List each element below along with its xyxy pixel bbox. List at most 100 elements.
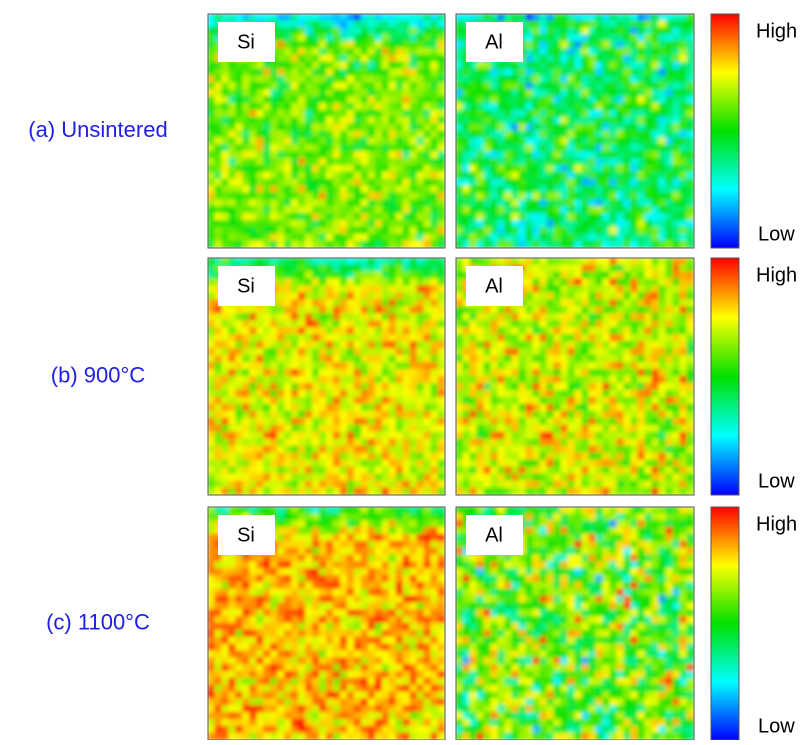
map-cell [554, 110, 562, 118]
map-cell [403, 507, 411, 515]
map-cell [228, 131, 236, 139]
map-cell [424, 418, 432, 426]
map-cell [347, 320, 355, 328]
map-cell [249, 481, 257, 489]
map-cell [575, 103, 583, 111]
map-cell [512, 355, 520, 363]
map-cell [631, 144, 639, 152]
map-cell [417, 299, 425, 307]
map-cell [477, 151, 485, 159]
map-cell [645, 376, 653, 384]
map-cell [512, 439, 520, 447]
map-cell [375, 446, 383, 454]
map-cell [249, 313, 257, 321]
map-cell [382, 206, 390, 214]
map-cell [463, 179, 471, 187]
map-cell [208, 117, 216, 125]
map-cell [277, 158, 285, 166]
map-cell [396, 69, 404, 77]
map-cell [333, 89, 341, 97]
map-cell [638, 313, 646, 321]
map-cell [547, 460, 555, 468]
map-cell [242, 89, 250, 97]
map-cell [375, 292, 383, 300]
map-cell [354, 258, 362, 266]
map-cell [312, 306, 320, 314]
map-cell [284, 144, 292, 152]
map-cell [666, 299, 674, 307]
map-cell [256, 334, 264, 342]
map-cell [319, 432, 327, 440]
map-cell [438, 527, 446, 535]
map-cell [438, 151, 446, 159]
map-cell [277, 258, 285, 266]
map-cell [659, 206, 667, 214]
map-cell [498, 144, 506, 152]
map-cell [277, 206, 285, 214]
map-cell [484, 481, 492, 489]
map-cell [410, 48, 418, 56]
map-cell [533, 383, 541, 391]
map-cell [582, 124, 590, 132]
map-cell [610, 20, 618, 28]
row-label: (a) Unsintered [28, 117, 167, 142]
map-cell [305, 507, 313, 515]
map-cell [424, 206, 432, 214]
map-cell [666, 258, 674, 266]
map-cell [610, 334, 618, 342]
map-cell [298, 131, 306, 139]
map-cell [505, 192, 513, 200]
map-cell [533, 20, 541, 28]
map-cell [368, 96, 376, 104]
map-cell [438, 418, 446, 426]
map-cell [645, 151, 653, 159]
map-cell [347, 520, 355, 528]
map-cell [249, 110, 257, 118]
map-cell [410, 306, 418, 314]
map-cell [340, 227, 348, 235]
map-cell [470, 411, 478, 419]
map-cell [410, 355, 418, 363]
map-cell [417, 117, 425, 125]
map-cell [221, 75, 229, 83]
map-cell [582, 20, 590, 28]
map-cell [235, 418, 243, 426]
map-cell [361, 34, 369, 42]
map-cell [666, 488, 674, 496]
map-cell [645, 292, 653, 300]
map-cell [687, 467, 695, 475]
map-cell [533, 369, 541, 377]
map-cell [326, 292, 334, 300]
map-cell [208, 264, 216, 272]
map-cell [305, 527, 313, 535]
row-label: (b) 900°C [51, 362, 146, 387]
map-cell [603, 418, 611, 426]
map-cell [228, 390, 236, 398]
map-cell [368, 258, 376, 266]
map-cell [228, 124, 236, 132]
map-cell [610, 234, 618, 242]
map-cell [410, 34, 418, 42]
map-cell [638, 103, 646, 111]
map-cell [249, 89, 257, 97]
map-cell [221, 199, 229, 207]
map-cell [396, 62, 404, 70]
map-cell [645, 199, 653, 207]
map-cell [208, 397, 216, 405]
map-cell [561, 285, 569, 293]
map-cell [354, 541, 362, 549]
map-cell [456, 258, 464, 266]
map-cell [456, 172, 464, 180]
map-cell [235, 568, 243, 576]
map-cell [389, 14, 397, 22]
map-cell [340, 271, 348, 279]
map-cell [652, 488, 660, 496]
map-cell [382, 179, 390, 187]
map-cell [431, 131, 439, 139]
map-cell [208, 376, 216, 384]
map-cell [526, 481, 534, 489]
map-cell [235, 390, 243, 398]
map-cell [491, 383, 499, 391]
map-cell [368, 481, 376, 489]
map-cell [687, 103, 695, 111]
